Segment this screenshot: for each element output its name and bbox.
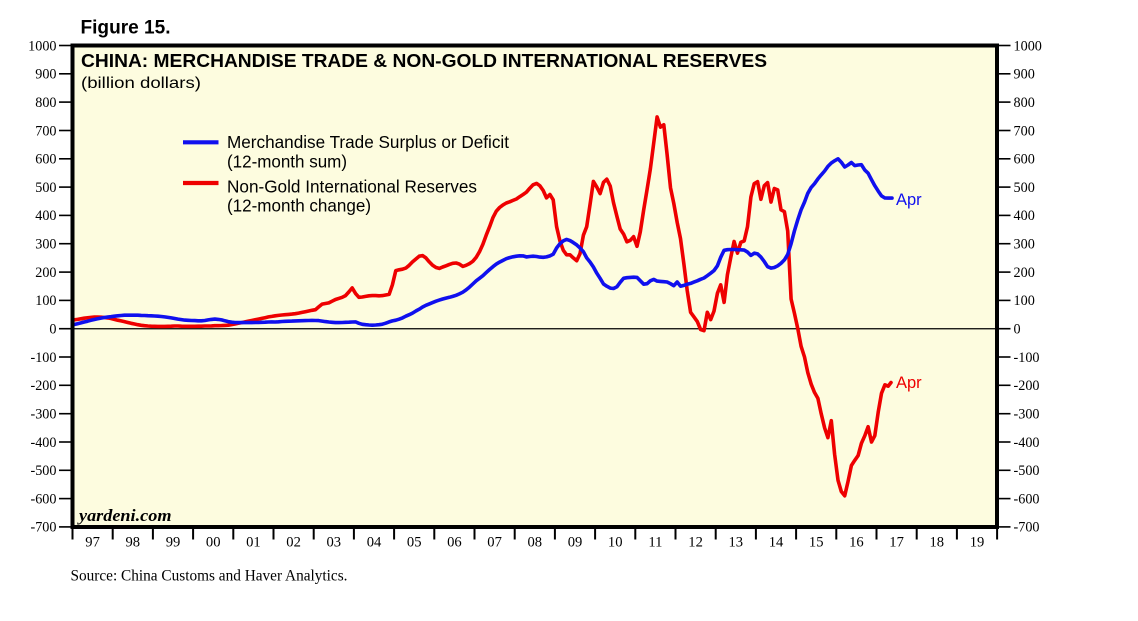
svg-text:-600: -600 [30,491,56,507]
svg-text:11: 11 [648,535,662,551]
svg-text:12: 12 [688,535,703,551]
svg-text:Apr: Apr [896,374,922,392]
svg-text:-300: -300 [30,407,56,423]
svg-text:Non-Gold International Reserve: Non-Gold International Reserves [227,176,477,196]
svg-text:-700: -700 [30,520,56,536]
svg-text:-400: -400 [1014,435,1040,451]
svg-text:10: 10 [608,535,623,551]
svg-text:15: 15 [809,535,824,551]
svg-text:500: 500 [35,180,56,196]
svg-text:16: 16 [849,535,864,551]
svg-text:-700: -700 [1014,520,1040,536]
svg-text:400: 400 [35,208,56,224]
svg-text:04: 04 [367,535,382,551]
svg-text:-100: -100 [1014,350,1040,366]
svg-text:0: 0 [1014,322,1021,338]
svg-text:14: 14 [769,535,784,551]
svg-text:600: 600 [35,152,56,168]
svg-text:(12-month change): (12-month change) [227,196,371,216]
svg-text:300: 300 [35,237,56,253]
svg-text:(billion dollars): (billion dollars) [81,75,201,92]
svg-text:100: 100 [35,293,56,309]
svg-text:98: 98 [126,535,141,551]
svg-text:yardeni.com: yardeni.com [77,506,172,525]
svg-text:700: 700 [1014,123,1035,139]
svg-text:03: 03 [327,535,342,551]
svg-text:06: 06 [447,535,462,551]
svg-text:Merchandise Trade Surplus or D: Merchandise Trade Surplus or Deficit [227,132,509,152]
svg-text:-200: -200 [30,378,56,394]
svg-text:-500: -500 [1014,463,1040,479]
svg-text:700: 700 [35,123,56,139]
svg-text:08: 08 [528,535,543,551]
svg-text:Figure 15.: Figure 15. [81,18,171,39]
svg-text:900: 900 [35,67,56,83]
svg-text:0: 0 [49,322,56,338]
svg-text:09: 09 [568,535,583,551]
svg-text:05: 05 [407,535,422,551]
svg-text:800: 800 [1014,95,1035,111]
svg-text:-100: -100 [30,350,56,366]
svg-text:200: 200 [35,265,56,281]
svg-text:17: 17 [889,535,904,551]
svg-text:01: 01 [246,535,261,551]
svg-text:Apr: Apr [896,191,922,209]
svg-text:13: 13 [729,535,744,551]
svg-text:200: 200 [1014,265,1035,281]
svg-text:600: 600 [1014,152,1035,168]
svg-text:00: 00 [206,535,221,551]
svg-text:97: 97 [85,535,100,551]
svg-text:CHINA: MERCHANDISE TRADE & NON: CHINA: MERCHANDISE TRADE & NON-GOLD INTE… [81,50,767,71]
svg-text:07: 07 [487,535,502,551]
svg-text:100: 100 [1014,293,1035,309]
svg-text:Source: China Customs and Have: Source: China Customs and Haver Analytic… [71,568,348,585]
svg-text:1000: 1000 [28,38,56,54]
svg-text:900: 900 [1014,67,1035,83]
svg-text:-400: -400 [30,435,56,451]
svg-text:300: 300 [1014,237,1035,253]
svg-text:02: 02 [286,535,301,551]
svg-text:-600: -600 [1014,491,1040,507]
svg-text:99: 99 [166,535,181,551]
svg-text:800: 800 [35,95,56,111]
svg-text:-200: -200 [1014,378,1040,394]
svg-text:-500: -500 [30,463,56,479]
svg-text:500: 500 [1014,180,1035,196]
svg-text:(12-month sum): (12-month sum) [227,152,347,172]
svg-text:1000: 1000 [1014,38,1042,54]
svg-text:19: 19 [970,535,985,551]
svg-text:400: 400 [1014,208,1035,224]
svg-text:-300: -300 [1014,407,1040,423]
svg-text:18: 18 [930,535,945,551]
